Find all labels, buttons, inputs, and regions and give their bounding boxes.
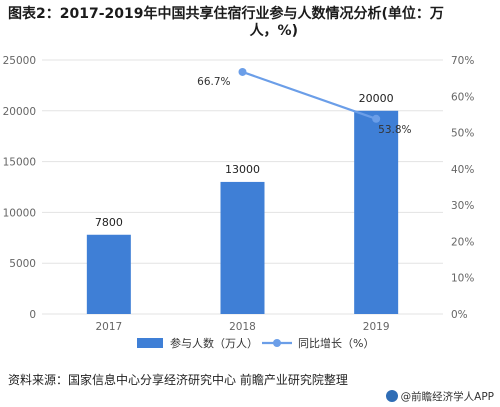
y-right-tick-label: 40% [451,164,474,176]
legend-bar-label: 参与人数（万人） [170,336,258,350]
bar-value-label: 13000 [225,163,260,176]
y-right-tick-label: 10% [451,273,474,285]
y-left-tick-label: 15000 [3,157,36,169]
y-left-tick-label: 10000 [3,207,36,219]
y-left-tick-label: 20000 [3,106,36,118]
bar-value-label: 7800 [95,216,123,229]
growth-value-label: 66.7% [197,76,230,88]
legend-line-label: 同比增长（%） [298,336,374,350]
y-left-tick-label: 0 [29,309,36,321]
y-right-tick-label: 70% [451,55,474,67]
y-right-tick-label: 0% [451,309,468,321]
chart-title-line1: 图表2：2017-2019年中国共享住宿行业参与人数情况分析(单位：万 [8,6,444,22]
chart-title: 图表2：2017-2019年中国共享住宿行业参与人数情况分析(单位：万 人，%) [8,6,494,40]
y-right-tick-label: 60% [451,91,474,103]
y-right-tick-label: 20% [451,236,474,248]
x-tick-label: 2017 [95,321,122,333]
y-left-tick-label: 25000 [3,55,36,67]
x-tick-label: 2018 [229,321,256,333]
chart-title-line2: 人，%) [249,23,298,39]
brand-credit: @前瞻经济学人APP [385,389,494,404]
legend-bar-swatch [137,338,163,348]
y-right-tick-label: 50% [451,128,474,140]
bar-value-label: 20000 [359,92,394,105]
brand-logo-icon [385,390,398,402]
bar [86,234,131,314]
bar [354,110,399,314]
brand-text: @前瞻经济学人APP [400,391,494,403]
bar [220,181,265,314]
growth-line [242,70,377,120]
growth-value-label: 53.8% [378,124,411,136]
y-right-tick-label: 30% [451,200,474,212]
x-tick-label: 2019 [363,321,390,333]
source-note: 资料来源：国家信息中心分享经济研究中心 前瞻产业研究院整理 [8,373,348,387]
legend-line-marker [273,339,281,347]
combo-chart: 0 5000 10000 15000 20000 25000 0% 10% 20% 30% 40% 5… [3,55,475,350]
growth-point [238,67,247,76]
growth-point [372,114,381,123]
y-left-tick-label: 5000 [9,258,36,270]
